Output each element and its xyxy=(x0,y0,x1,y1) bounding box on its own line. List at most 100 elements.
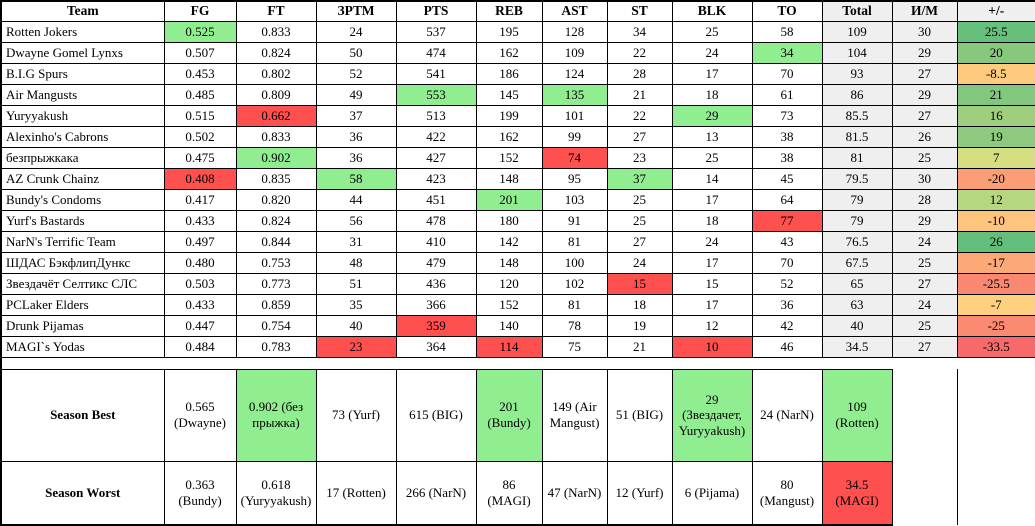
ft-cell[interactable]: 0.833 xyxy=(235,125,317,148)
column-header-3ptm[interactable]: ЗРТМ xyxy=(315,0,397,22)
reb-cell[interactable]: 186 xyxy=(475,62,543,85)
ast-cell[interactable]: 91 xyxy=(541,209,608,232)
total-cell[interactable]: 79.5 xyxy=(821,167,893,190)
total-cell[interactable]: 85.5 xyxy=(821,104,893,127)
ast-cell[interactable]: 78 xyxy=(541,314,608,337)
pts-cell[interactable]: 436 xyxy=(395,272,477,295)
blk-cell[interactable]: 25 xyxy=(671,146,753,169)
ft-cell[interactable]: 0.902 xyxy=(235,146,317,169)
team-name-cell[interactable]: NarN's Terrific Team xyxy=(0,230,165,253)
pts-cell[interactable]: 359 xyxy=(395,314,477,337)
blk-cell[interactable]: 18 xyxy=(671,83,753,106)
fg-cell[interactable]: 0.497 xyxy=(163,230,237,253)
blk-summary-cell[interactable]: 6 (Pijama) xyxy=(671,460,753,526)
fg-cell[interactable]: 0.507 xyxy=(163,41,237,64)
reb-cell[interactable]: 140 xyxy=(475,314,543,337)
plus-minus-cell[interactable]: 19 xyxy=(956,125,1035,148)
ft-cell[interactable]: 0.835 xyxy=(235,167,317,190)
fg-cell[interactable]: 0.433 xyxy=(163,209,237,232)
blk-cell[interactable]: 14 xyxy=(671,167,753,190)
games-cell[interactable]: 25 xyxy=(891,251,958,274)
blk-cell[interactable]: 29 xyxy=(671,104,753,127)
team-name-cell[interactable]: PCLaker Elders xyxy=(0,293,165,316)
column-header-ast[interactable]: AST xyxy=(541,0,608,22)
3ptm-cell[interactable]: 50 xyxy=(315,41,397,64)
games-cell[interactable]: 30 xyxy=(891,167,958,190)
fg-cell[interactable]: 0.515 xyxy=(163,104,237,127)
to-cell[interactable]: 38 xyxy=(751,146,823,169)
column-header-to[interactable]: TO xyxy=(751,0,823,22)
st-summary-cell[interactable]: 12 (Yurf) xyxy=(606,460,673,526)
blk-cell[interactable]: 24 xyxy=(671,41,753,64)
team-name-cell[interactable]: Alexinho's Cabrons xyxy=(0,125,165,148)
total-cell[interactable]: 79 xyxy=(821,188,893,211)
games-cell[interactable]: 25 xyxy=(891,314,958,337)
ast-cell[interactable]: 128 xyxy=(541,20,608,43)
ast-cell[interactable]: 101 xyxy=(541,104,608,127)
pts-summary-cell[interactable]: 615 (BIG) xyxy=(395,368,477,462)
column-header-ft[interactable]: FT xyxy=(235,0,317,22)
3ptm-cell[interactable]: 24 xyxy=(315,20,397,43)
team-name-cell[interactable]: B.I.G Spurs xyxy=(0,62,165,85)
blk-cell[interactable]: 12 xyxy=(671,314,753,337)
reb-cell[interactable]: 201 xyxy=(475,188,543,211)
ft-cell[interactable]: 0.809 xyxy=(235,83,317,106)
3ptm-cell[interactable]: 58 xyxy=(315,167,397,190)
ast-cell[interactable]: 135 xyxy=(541,83,608,106)
st-cell[interactable]: 34 xyxy=(606,20,673,43)
team-name-cell[interactable]: AZ Crunk Chainz xyxy=(0,167,165,190)
games-cell[interactable]: 30 xyxy=(891,20,958,43)
fg-cell[interactable]: 0.480 xyxy=(163,251,237,274)
3ptm-cell[interactable]: 51 xyxy=(315,272,397,295)
team-name-cell[interactable]: Yurf's Bastards xyxy=(0,209,165,232)
plus-minus-cell[interactable]: -8.5 xyxy=(956,62,1035,85)
games-cell[interactable]: 27 xyxy=(891,335,958,358)
reb-cell[interactable]: 162 xyxy=(475,125,543,148)
ft-cell[interactable]: 0.773 xyxy=(235,272,317,295)
reb-cell[interactable]: 142 xyxy=(475,230,543,253)
total-cell[interactable]: 79 xyxy=(821,209,893,232)
reb-cell[interactable]: 152 xyxy=(475,146,543,169)
3ptm-cell[interactable]: 40 xyxy=(315,314,397,337)
to-summary-cell[interactable]: 80 (Mangust) xyxy=(751,460,823,526)
reb-cell[interactable]: 195 xyxy=(475,20,543,43)
total-cell[interactable]: 104 xyxy=(821,41,893,64)
pts-cell[interactable]: 474 xyxy=(395,41,477,64)
reb-cell[interactable]: 148 xyxy=(475,251,543,274)
3ptm-cell[interactable]: 36 xyxy=(315,146,397,169)
games-cell[interactable]: 27 xyxy=(891,272,958,295)
team-name-cell[interactable]: безпрыжкака xyxy=(0,146,165,169)
to-cell[interactable]: 43 xyxy=(751,230,823,253)
pts-cell[interactable]: 513 xyxy=(395,104,477,127)
3ptm-cell[interactable]: 31 xyxy=(315,230,397,253)
blk-cell[interactable]: 17 xyxy=(671,293,753,316)
to-cell[interactable]: 52 xyxy=(751,272,823,295)
games-cell[interactable]: 27 xyxy=(891,62,958,85)
plus-minus-cell[interactable]: -33.5 xyxy=(956,335,1035,358)
ast-cell[interactable]: 81 xyxy=(541,293,608,316)
plus-minus-cell[interactable]: -25.5 xyxy=(956,272,1035,295)
column-header-reb[interactable]: REB xyxy=(475,0,543,22)
blk-summary-cell[interactable]: 29 (Звездачет, Yuryyakush) xyxy=(671,368,753,462)
games-cell[interactable]: 24 xyxy=(891,230,958,253)
blk-cell[interactable]: 10 xyxy=(671,335,753,358)
to-cell[interactable]: 61 xyxy=(751,83,823,106)
3ptm-cell[interactable]: 35 xyxy=(315,293,397,316)
st-cell[interactable]: 21 xyxy=(606,83,673,106)
games-cell[interactable]: 26 xyxy=(891,125,958,148)
fg-summary-cell[interactable]: 0.565 (Dwayne) xyxy=(163,368,237,462)
to-cell[interactable]: 58 xyxy=(751,20,823,43)
ast-cell[interactable]: 75 xyxy=(541,335,608,358)
fg-cell[interactable]: 0.525 xyxy=(163,20,237,43)
plus-minus-cell[interactable]: 25.5 xyxy=(956,20,1035,43)
to-cell[interactable]: 70 xyxy=(751,251,823,274)
total-cell[interactable]: 93 xyxy=(821,62,893,85)
3ptm-cell[interactable]: 48 xyxy=(315,251,397,274)
reb-cell[interactable]: 114 xyxy=(475,335,543,358)
fg-cell[interactable]: 0.417 xyxy=(163,188,237,211)
st-cell[interactable]: 18 xyxy=(606,293,673,316)
ft-cell[interactable]: 0.820 xyxy=(235,188,317,211)
to-cell[interactable]: 70 xyxy=(751,62,823,85)
ft-cell[interactable]: 0.802 xyxy=(235,62,317,85)
fg-cell[interactable]: 0.484 xyxy=(163,335,237,358)
